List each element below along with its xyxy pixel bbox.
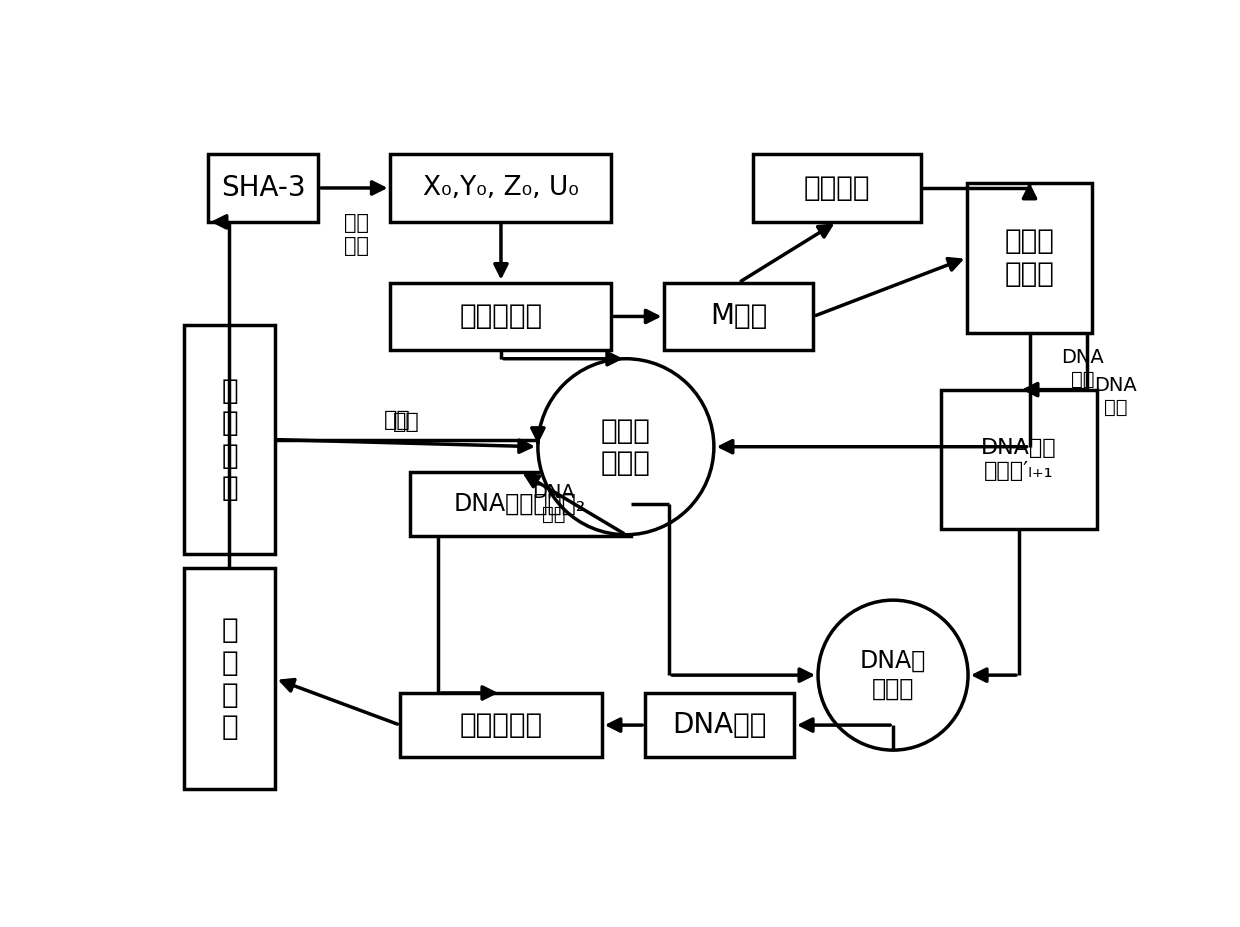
Text: 超混沌系统: 超混沌系统 <box>459 302 543 330</box>
FancyBboxPatch shape <box>665 283 813 350</box>
Text: 椭圆曲线: 椭圆曲线 <box>804 174 870 202</box>
Text: DNA
编码: DNA 编码 <box>532 483 575 524</box>
Text: 加
密
图
像: 加 密 图 像 <box>221 616 238 742</box>
Text: 汉明
距离: 汉明 距离 <box>345 213 370 256</box>
FancyBboxPatch shape <box>391 283 611 350</box>
Text: 移位、置乱: 移位、置乱 <box>459 711 543 739</box>
Text: M序列: M序列 <box>711 302 768 330</box>
FancyBboxPatch shape <box>941 389 1096 528</box>
FancyBboxPatch shape <box>409 472 631 536</box>
Text: DNA解码: DNA解码 <box>672 711 766 739</box>
Text: DNA
编码: DNA 编码 <box>1095 376 1137 417</box>
Text: 希尔加
密矩阵: 希尔加 密矩阵 <box>1004 227 1054 287</box>
Text: SHA-3: SHA-3 <box>221 174 305 202</box>
FancyBboxPatch shape <box>184 568 275 790</box>
Text: 矩阵乘
法运算: 矩阵乘 法运算 <box>601 416 651 476</box>
Text: 分组: 分组 <box>393 412 420 432</box>
Text: X₀,Y₀, Z₀, U₀: X₀,Y₀, Z₀, U₀ <box>423 175 579 201</box>
FancyBboxPatch shape <box>184 325 275 553</box>
FancyBboxPatch shape <box>208 154 319 222</box>
FancyBboxPatch shape <box>645 693 794 757</box>
Text: DNA序
列运算: DNA序 列运算 <box>859 649 926 701</box>
Text: 分组: 分组 <box>383 410 410 429</box>
Text: 明
文
图
像: 明 文 图 像 <box>221 377 238 502</box>
FancyBboxPatch shape <box>967 183 1092 333</box>
FancyBboxPatch shape <box>753 154 921 222</box>
FancyBboxPatch shape <box>391 154 611 222</box>
FancyBboxPatch shape <box>401 693 601 757</box>
Text: DNA序列
矩阵Ｋ′ₗ₊₁: DNA序列 矩阵Ｋ′ₗ₊₁ <box>981 438 1056 481</box>
Text: DNA
编码: DNA 编码 <box>1061 348 1104 388</box>
Text: DNA序列矩阵Ｉ₂: DNA序列矩阵Ｉ₂ <box>454 492 587 515</box>
Ellipse shape <box>538 359 714 535</box>
Ellipse shape <box>818 600 968 750</box>
